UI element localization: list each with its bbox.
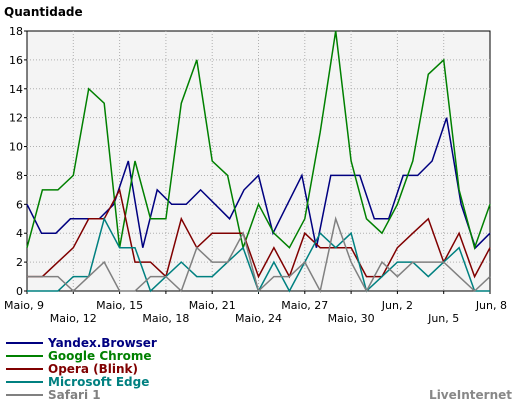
x-tick-label: Maio, 21 [189,299,236,312]
x-tick-label: Maio, 12 [50,312,97,325]
y-tick-label: 6 [16,198,23,211]
y-tick-label: 2 [16,256,23,269]
x-tick-label: Jun, 5 [427,312,459,325]
y-axis-label: Quantidade [4,5,83,19]
y-tick-label: 12 [9,112,23,125]
series-line-1 [26,30,491,251]
x-tick-label: Maio, 30 [328,312,375,325]
y-tick-label: 18 [9,25,23,38]
x-tick-label: Maio, 27 [281,299,328,312]
y-tick-label: 0 [16,285,23,298]
x-tick-label: Maio, 15 [96,299,143,312]
legend-label: Safari 1 [48,388,101,402]
x-tick-label: Maio, 18 [142,312,189,325]
series-line-4 [27,216,491,294]
legend-label: Google Chrome [48,349,152,363]
x-tick-label: Jun, 2 [381,299,413,312]
y-tick-label: 10 [9,141,23,154]
x-tick-label: Jun, 8 [475,299,507,312]
x-tick-label: Maio, 24 [235,312,282,325]
x-tick-label: Maio, 9 [4,299,44,312]
y-tick-label: 4 [16,227,23,240]
legend-label: Opera (Blink) [48,362,138,376]
series-line-0 [26,117,491,250]
y-tick-label: 16 [9,54,23,67]
y-ticks: 0 2 4 6 8 10 12 14 16 18 [9,25,27,298]
y-tick-label: 14 [9,83,23,96]
y-tick-label: 8 [16,169,23,182]
legend-label: Yandex.Browser [47,336,157,350]
legend-label: Microsoft Edge [48,375,149,389]
series-lines [26,30,491,294]
brand-label: LiveInternet [429,388,512,402]
